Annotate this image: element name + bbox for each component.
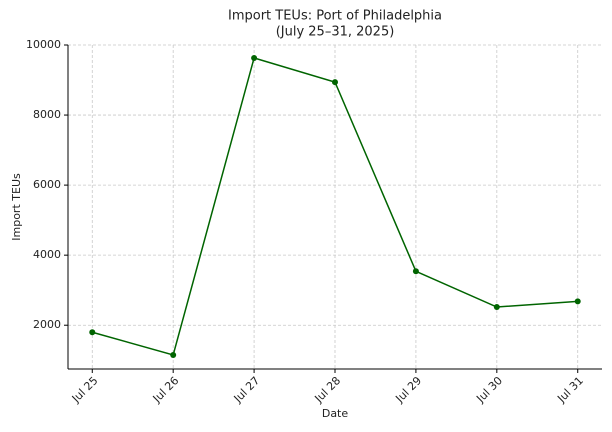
x-tick-label: Jul 27: [231, 374, 263, 406]
x-tick-label: Jul 28: [312, 374, 344, 406]
point: [332, 79, 338, 86]
y-tick-label: 10000: [26, 38, 61, 51]
point: [412, 268, 419, 275]
x-tick-label: Jul 26: [150, 374, 182, 406]
x-tick-label: Jul 30: [473, 374, 505, 406]
y-axis-label: Import TEUs: [10, 173, 23, 241]
x-tick-label: Jul 31: [554, 374, 586, 406]
point: [89, 329, 96, 336]
point: [574, 298, 581, 305]
x-tick-label: Jul 29: [392, 374, 424, 406]
x-axis-label: Date: [322, 407, 349, 420]
x-tick-label: Jul 25: [69, 374, 101, 406]
point: [170, 351, 177, 358]
chart-subtitle: (July 25–31, 2025): [276, 25, 395, 40]
y-tick-label: 6000: [33, 178, 61, 191]
y-tick-label: 4000: [33, 248, 61, 261]
point: [493, 304, 500, 311]
chart-title: Import TEUs: Port of Philadelphia: [228, 9, 442, 24]
point: [251, 54, 258, 61]
y-tick-label: 8000: [33, 108, 61, 121]
y-tick-label: 2000: [33, 318, 61, 331]
